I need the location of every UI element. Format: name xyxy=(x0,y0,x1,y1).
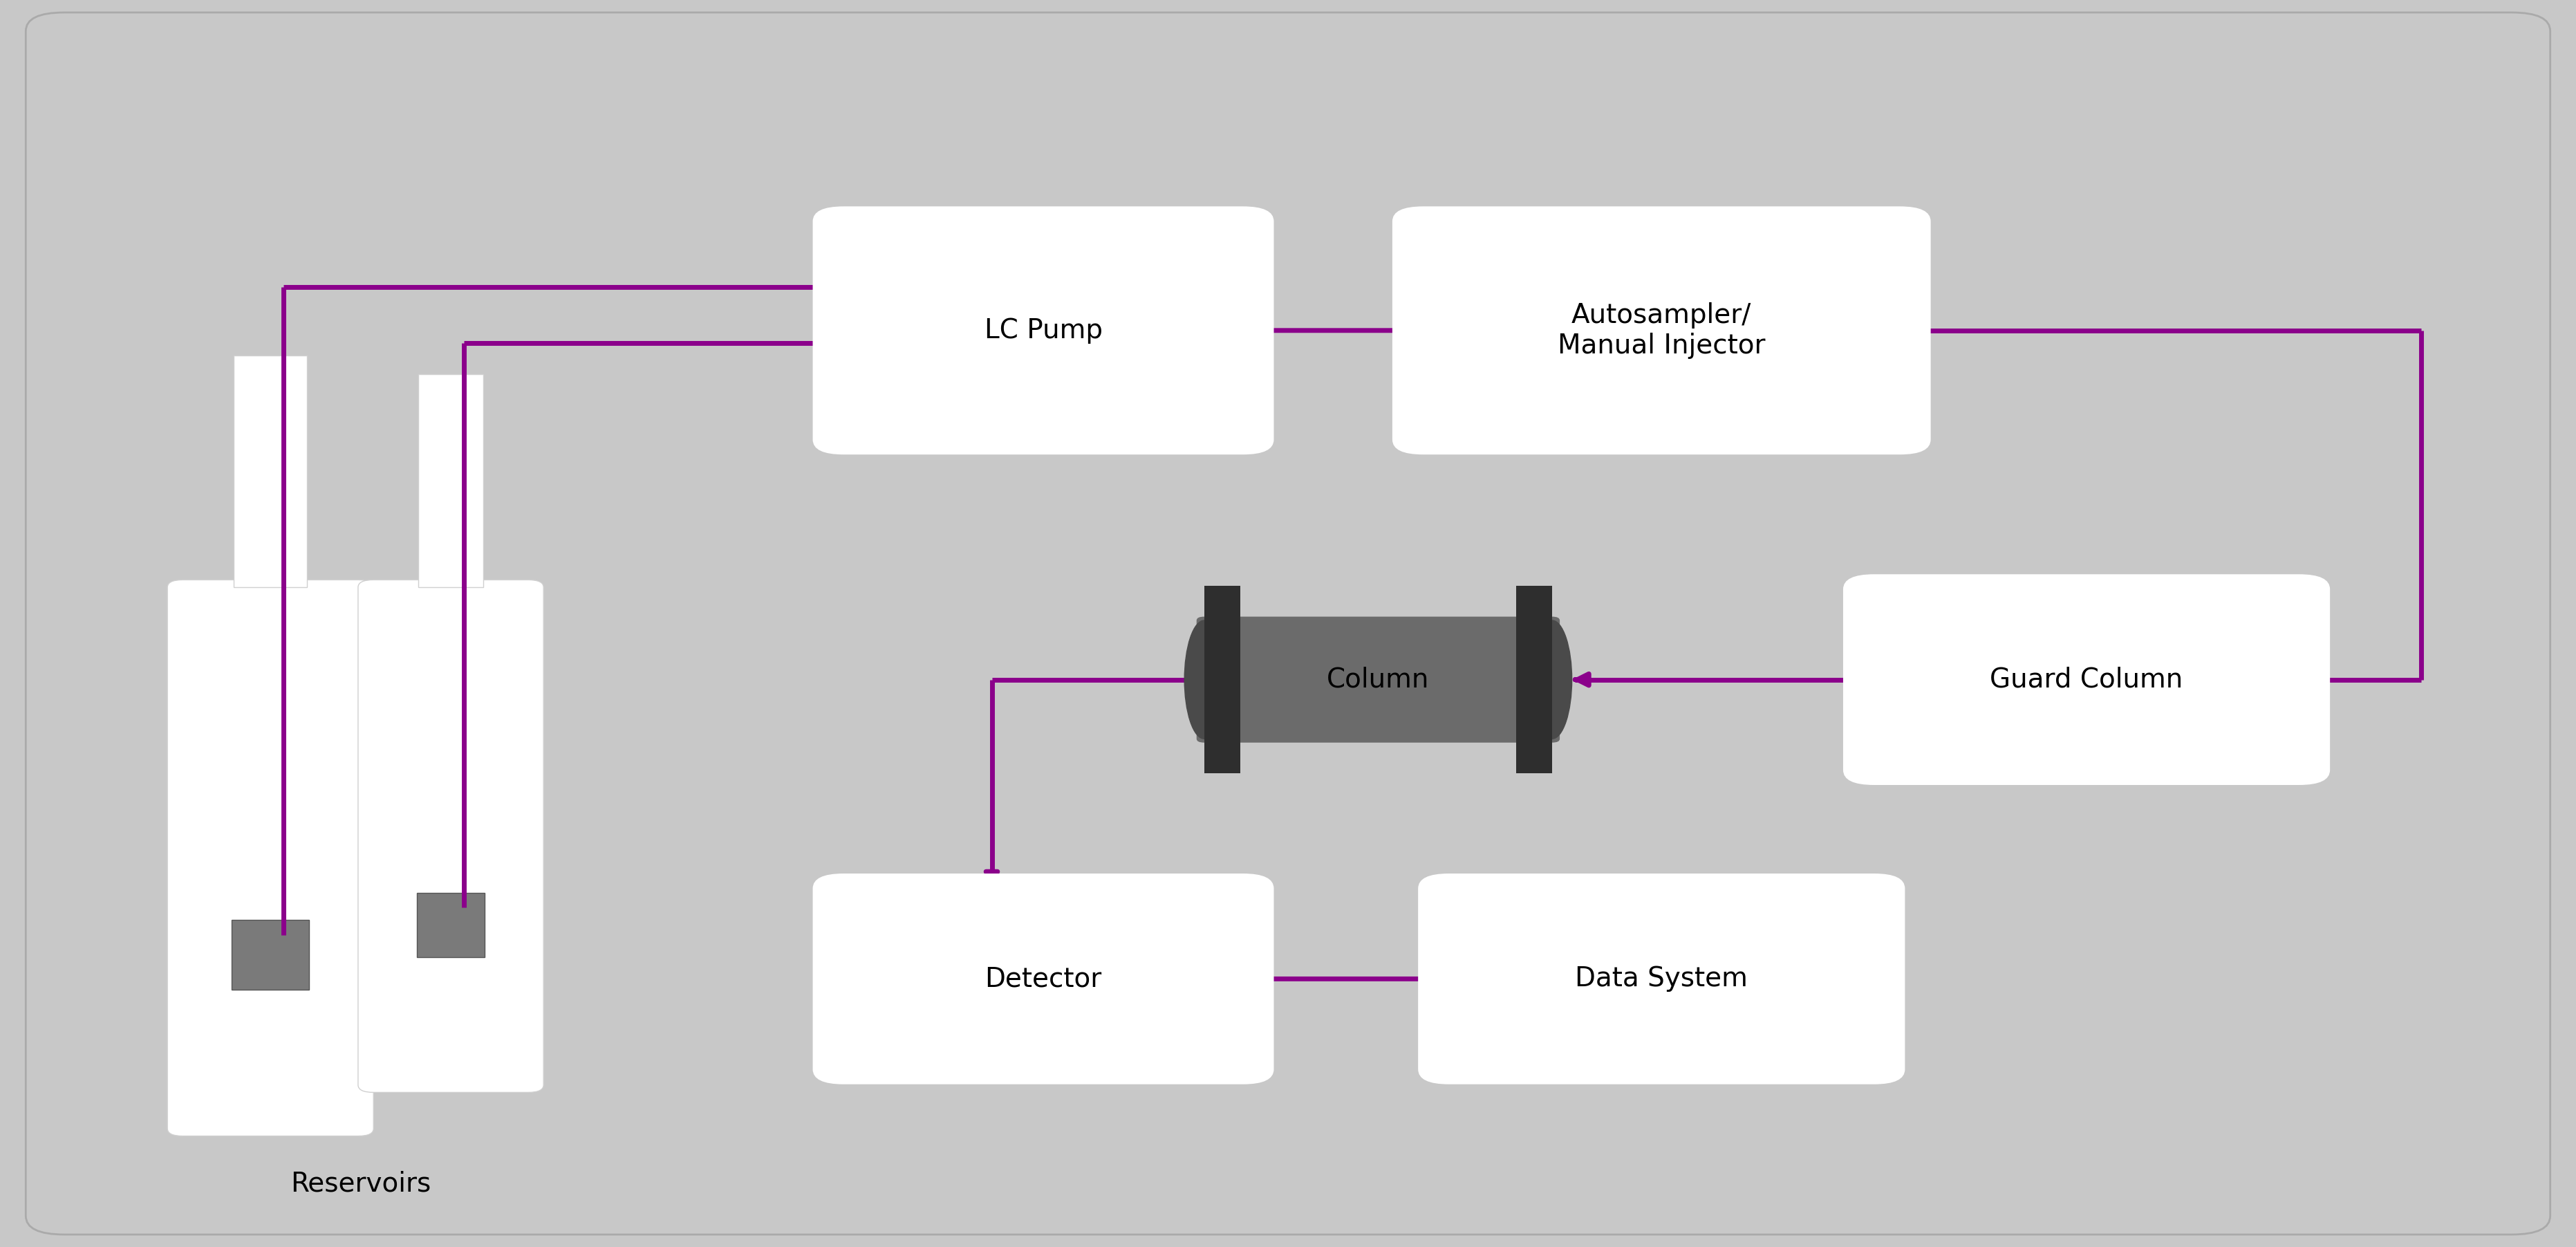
FancyBboxPatch shape xyxy=(26,12,2550,1235)
Bar xyxy=(234,355,307,587)
Text: Reservoirs: Reservoirs xyxy=(291,1171,430,1197)
Text: LC Pump: LC Pump xyxy=(984,317,1103,344)
FancyBboxPatch shape xyxy=(1844,574,2331,786)
Text: Autosampler/
Manual Injector: Autosampler/ Manual Injector xyxy=(1558,302,1765,359)
Text: Guard Column: Guard Column xyxy=(1991,666,2182,693)
Bar xyxy=(1515,586,1553,773)
FancyBboxPatch shape xyxy=(1391,207,1932,455)
Bar xyxy=(417,374,484,587)
Bar xyxy=(417,893,484,956)
Text: Column: Column xyxy=(1327,666,1430,693)
FancyBboxPatch shape xyxy=(167,580,374,1136)
Bar xyxy=(1206,586,1242,773)
Text: Data System: Data System xyxy=(1574,965,1749,993)
Text: Detector: Detector xyxy=(984,965,1103,993)
Ellipse shape xyxy=(1185,620,1224,738)
FancyBboxPatch shape xyxy=(814,873,1273,1084)
FancyBboxPatch shape xyxy=(358,580,544,1092)
Bar xyxy=(232,920,309,989)
FancyBboxPatch shape xyxy=(1417,873,1904,1084)
Ellipse shape xyxy=(1533,620,1571,738)
FancyBboxPatch shape xyxy=(1195,616,1561,742)
FancyBboxPatch shape xyxy=(814,207,1273,455)
